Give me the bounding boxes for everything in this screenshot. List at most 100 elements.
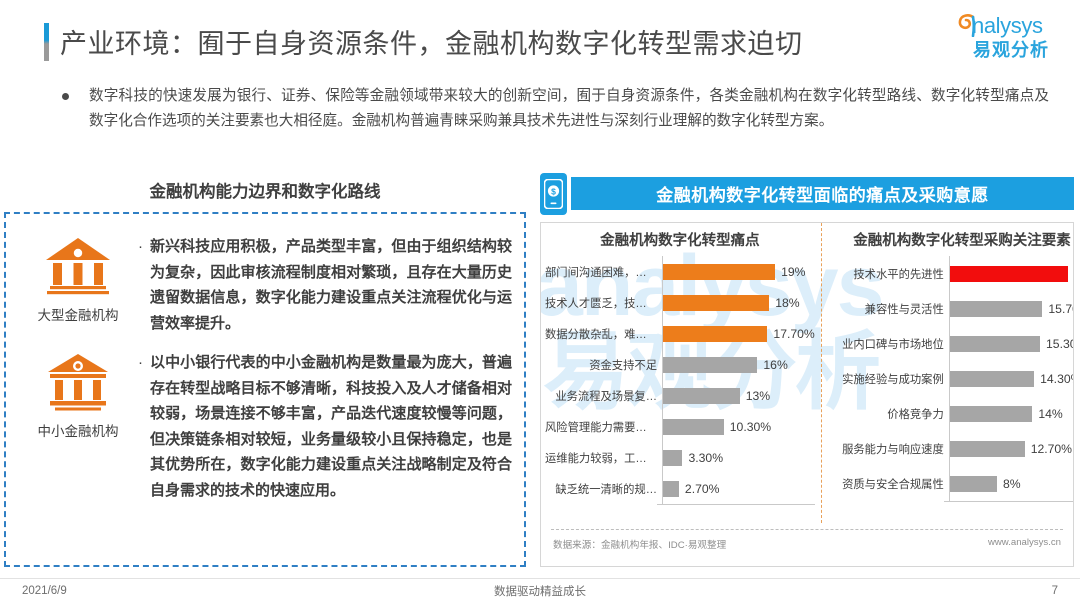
bar-category-label: 兼容性与灵活性 bbox=[864, 303, 944, 316]
bar-row: 缺乏统一清晰的规… 2.70% bbox=[545, 473, 815, 504]
bar-value-label: 15.70% bbox=[1048, 301, 1073, 316]
bar bbox=[949, 405, 1033, 422]
bar-track: 2.70% bbox=[662, 473, 815, 504]
chart-purchase-factors: 金融机构数字化转型采购关注要素 技术水平的先进性 20% 兼容性与灵活性 15.70%… bbox=[820, 223, 1073, 523]
footer-divider bbox=[0, 578, 1080, 579]
bank-solid-icon bbox=[46, 238, 110, 295]
footer-tagline: 数据驱动精益成长 bbox=[493, 586, 586, 598]
bar-value-label: 15.30% bbox=[1046, 336, 1073, 351]
bar-value-label: 2.70% bbox=[684, 481, 720, 496]
bar-category-label: 资金支持不足 bbox=[589, 359, 657, 372]
bar bbox=[663, 294, 770, 311]
institution-caption-sme: 中小金融机构 bbox=[37, 424, 119, 439]
bar-value-label: 12.70% bbox=[1030, 441, 1073, 456]
bar-row: 风险管理能力需要提高 10.30% bbox=[545, 411, 815, 442]
page-title: 产业环境：囿于自身资源条件，金融机构数字化转型需求迫切 bbox=[60, 29, 803, 59]
chart-header-title: 金融机构数字化转型面临的痛点及采购意愿 bbox=[656, 186, 989, 205]
bar bbox=[663, 480, 679, 497]
bar-category-label: 技术水平的先进性 bbox=[853, 268, 944, 281]
bar-category-label: 业内口碑与市场地位 bbox=[842, 338, 944, 351]
institution-row-sme: 中小金融机构 · 以中小银行代表的中小金融机构是数量最为庞大，普遍存在转型战略目… bbox=[6, 336, 524, 503]
bar-track: 17.70% bbox=[662, 318, 815, 349]
bar-category-label: 运维能力较弱，工具… bbox=[545, 452, 658, 465]
bar-row: 技术人才匮乏，技术… 18% bbox=[545, 287, 815, 318]
bar-category-label: 价格竞争力 bbox=[887, 408, 944, 421]
sub-bullet-icon-sme: · bbox=[138, 354, 143, 371]
institution-description-sme: 以中小银行代表的中小金融机构是数量最为庞大，普遍存在转型战略目标不够清晰，科技投… bbox=[150, 354, 512, 499]
bar-value-label: 8% bbox=[1002, 476, 1021, 491]
bar-category-label: 技术人才匮乏，技术… bbox=[545, 297, 658, 310]
bar-category-label: 资质与安全合规属性 bbox=[842, 478, 944, 491]
bar-row: 部门间沟通困难，权… 19% bbox=[545, 256, 815, 287]
bar-category-label: 业务流程及场景复… bbox=[555, 390, 657, 403]
bar-row: 价格竞争力 14% bbox=[826, 396, 1073, 431]
bar-track: 16% bbox=[662, 349, 815, 380]
bar-value-label: 13% bbox=[745, 388, 771, 403]
bar bbox=[663, 356, 758, 373]
bar-category-label: 缺乏统一清晰的规… bbox=[555, 483, 657, 496]
footer-date: 2021/6/9 bbox=[22, 585, 67, 597]
bar bbox=[949, 440, 1025, 457]
chart-purchase-factors-title: 金融机构数字化转型采购关注要素 bbox=[853, 233, 1071, 249]
bar bbox=[949, 475, 997, 492]
bar-row: 资质与安全合规属性 8% bbox=[826, 466, 1073, 501]
bar-row: 业务流程及场景复… 13% bbox=[545, 380, 815, 411]
brand-logo: nalysys 易观分析 bbox=[956, 12, 1066, 61]
bar-track: 10.30% bbox=[662, 411, 815, 442]
footer-page-number: 7 bbox=[1051, 585, 1058, 597]
chart-source-divider bbox=[551, 529, 1063, 530]
bar bbox=[663, 263, 776, 280]
bar bbox=[663, 449, 683, 466]
mobile-money-icon: $ bbox=[544, 179, 563, 209]
bar-value-label: 18% bbox=[775, 295, 800, 310]
chart-pain-points-bars: 部门间沟通困难，权… 19% 技术人才匮乏，技术… 18% 数据分散杂乱，难以… 17.7… bbox=[545, 256, 815, 504]
bar-track: 19% bbox=[662, 256, 815, 287]
bar-value-label: 14% bbox=[1038, 406, 1063, 421]
bar-value-label: 19% bbox=[781, 264, 806, 279]
bar-value-label: 3.30% bbox=[688, 450, 724, 465]
institution-description-large: 新兴科技应用积极，产品类型丰富，但由于组织结构较为复杂，因此审核流程制度相对繁琐… bbox=[150, 238, 512, 332]
left-panel-heading: 金融机构能力边界和数字化路线 bbox=[149, 183, 381, 201]
chart-footer: 数据来源：金融机构年报、IDC·易观整理 www.analysys.cn bbox=[553, 537, 1061, 551]
charts-row: 金融机构数字化转型痛点 部门间沟通困难，权… 19% 技术人才匮乏，技术… 18% 数据… bbox=[541, 223, 1073, 523]
intro-paragraph: 数字科技的快速发展为银行、证券、保险等金融领域带来较大的创新空间，囿于自身资源条… bbox=[89, 88, 1049, 129]
svg-text:$: $ bbox=[551, 187, 556, 197]
bar-row: 技术水平的先进性 20% bbox=[826, 256, 1073, 291]
bar bbox=[663, 325, 768, 342]
bar-track: 18% bbox=[662, 287, 815, 318]
bar-track: 14% bbox=[948, 396, 1073, 431]
chart-pain-points-title: 金融机构数字化转型痛点 bbox=[600, 233, 760, 249]
institution-text-col-large: · 新兴科技应用积极，产品类型丰富，但由于组织结构较为复杂，因此审核流程制度相对… bbox=[138, 230, 512, 336]
bar-value-label: 17.70% bbox=[773, 326, 815, 341]
institution-text-col-sme: · 以中小银行代表的中小金融机构是数量最为庞大，普遍存在转型战略目标不够清晰，科… bbox=[138, 346, 512, 503]
bar-row: 运维能力较弱，工具… 3.30% bbox=[545, 442, 815, 473]
chart-header-bar: 金融机构数字化转型面临的痛点及采购意愿 bbox=[571, 177, 1074, 210]
bar-category-label: 数据分散杂乱，难以… bbox=[545, 328, 658, 341]
bar-row: 业内口碑与市场地位 15.30% bbox=[826, 326, 1073, 361]
institution-icon-col-sme: 中小金融机构 bbox=[18, 346, 138, 440]
analysys-swoosh-icon bbox=[958, 14, 976, 37]
brand-chinese-name: 易观分析 bbox=[973, 40, 1049, 60]
bar bbox=[663, 387, 740, 404]
institution-icon-col-large: 大型金融机构 bbox=[18, 230, 138, 324]
institution-caption-large: 大型金融机构 bbox=[37, 308, 119, 323]
bar-row: 数据分散杂乱，难以… 17.70% bbox=[545, 318, 815, 349]
chart-header: $ 金融机构数字化转型面临的痛点及采购意愿 bbox=[540, 173, 1074, 215]
chart-panel: analysys 易观分析 金融机构数字化转型痛点 部门间沟通困难，权…19%技… bbox=[540, 222, 1074, 567]
bar bbox=[949, 300, 1043, 317]
bar-track: 14.30% bbox=[948, 361, 1073, 396]
chart-pain-points-axis bbox=[657, 504, 815, 505]
institution-row-large: 大型金融机构 · 新兴科技应用积极，产品类型丰富，但由于组织结构较为复杂，因此审… bbox=[6, 214, 524, 336]
bar-track: 12.70% bbox=[948, 431, 1073, 466]
bar-category-label: 部门间沟通困难，权… bbox=[545, 266, 658, 279]
bar-value-label: 10.30% bbox=[729, 419, 772, 434]
bar bbox=[663, 418, 724, 435]
bank-outline-icon bbox=[48, 354, 108, 411]
slide-footer: 2021/6/9 数据驱动精益成长 7 bbox=[22, 583, 1058, 599]
bar-value-label: 16% bbox=[763, 357, 788, 372]
page-title-wrapper: 产业环境：囿于自身资源条件，金融机构数字化转型需求迫切 bbox=[44, 22, 803, 61]
bar bbox=[949, 265, 1068, 282]
bar-value-label: 14.30% bbox=[1040, 371, 1073, 386]
bar bbox=[949, 335, 1041, 352]
title-accent-bar bbox=[44, 22, 49, 61]
